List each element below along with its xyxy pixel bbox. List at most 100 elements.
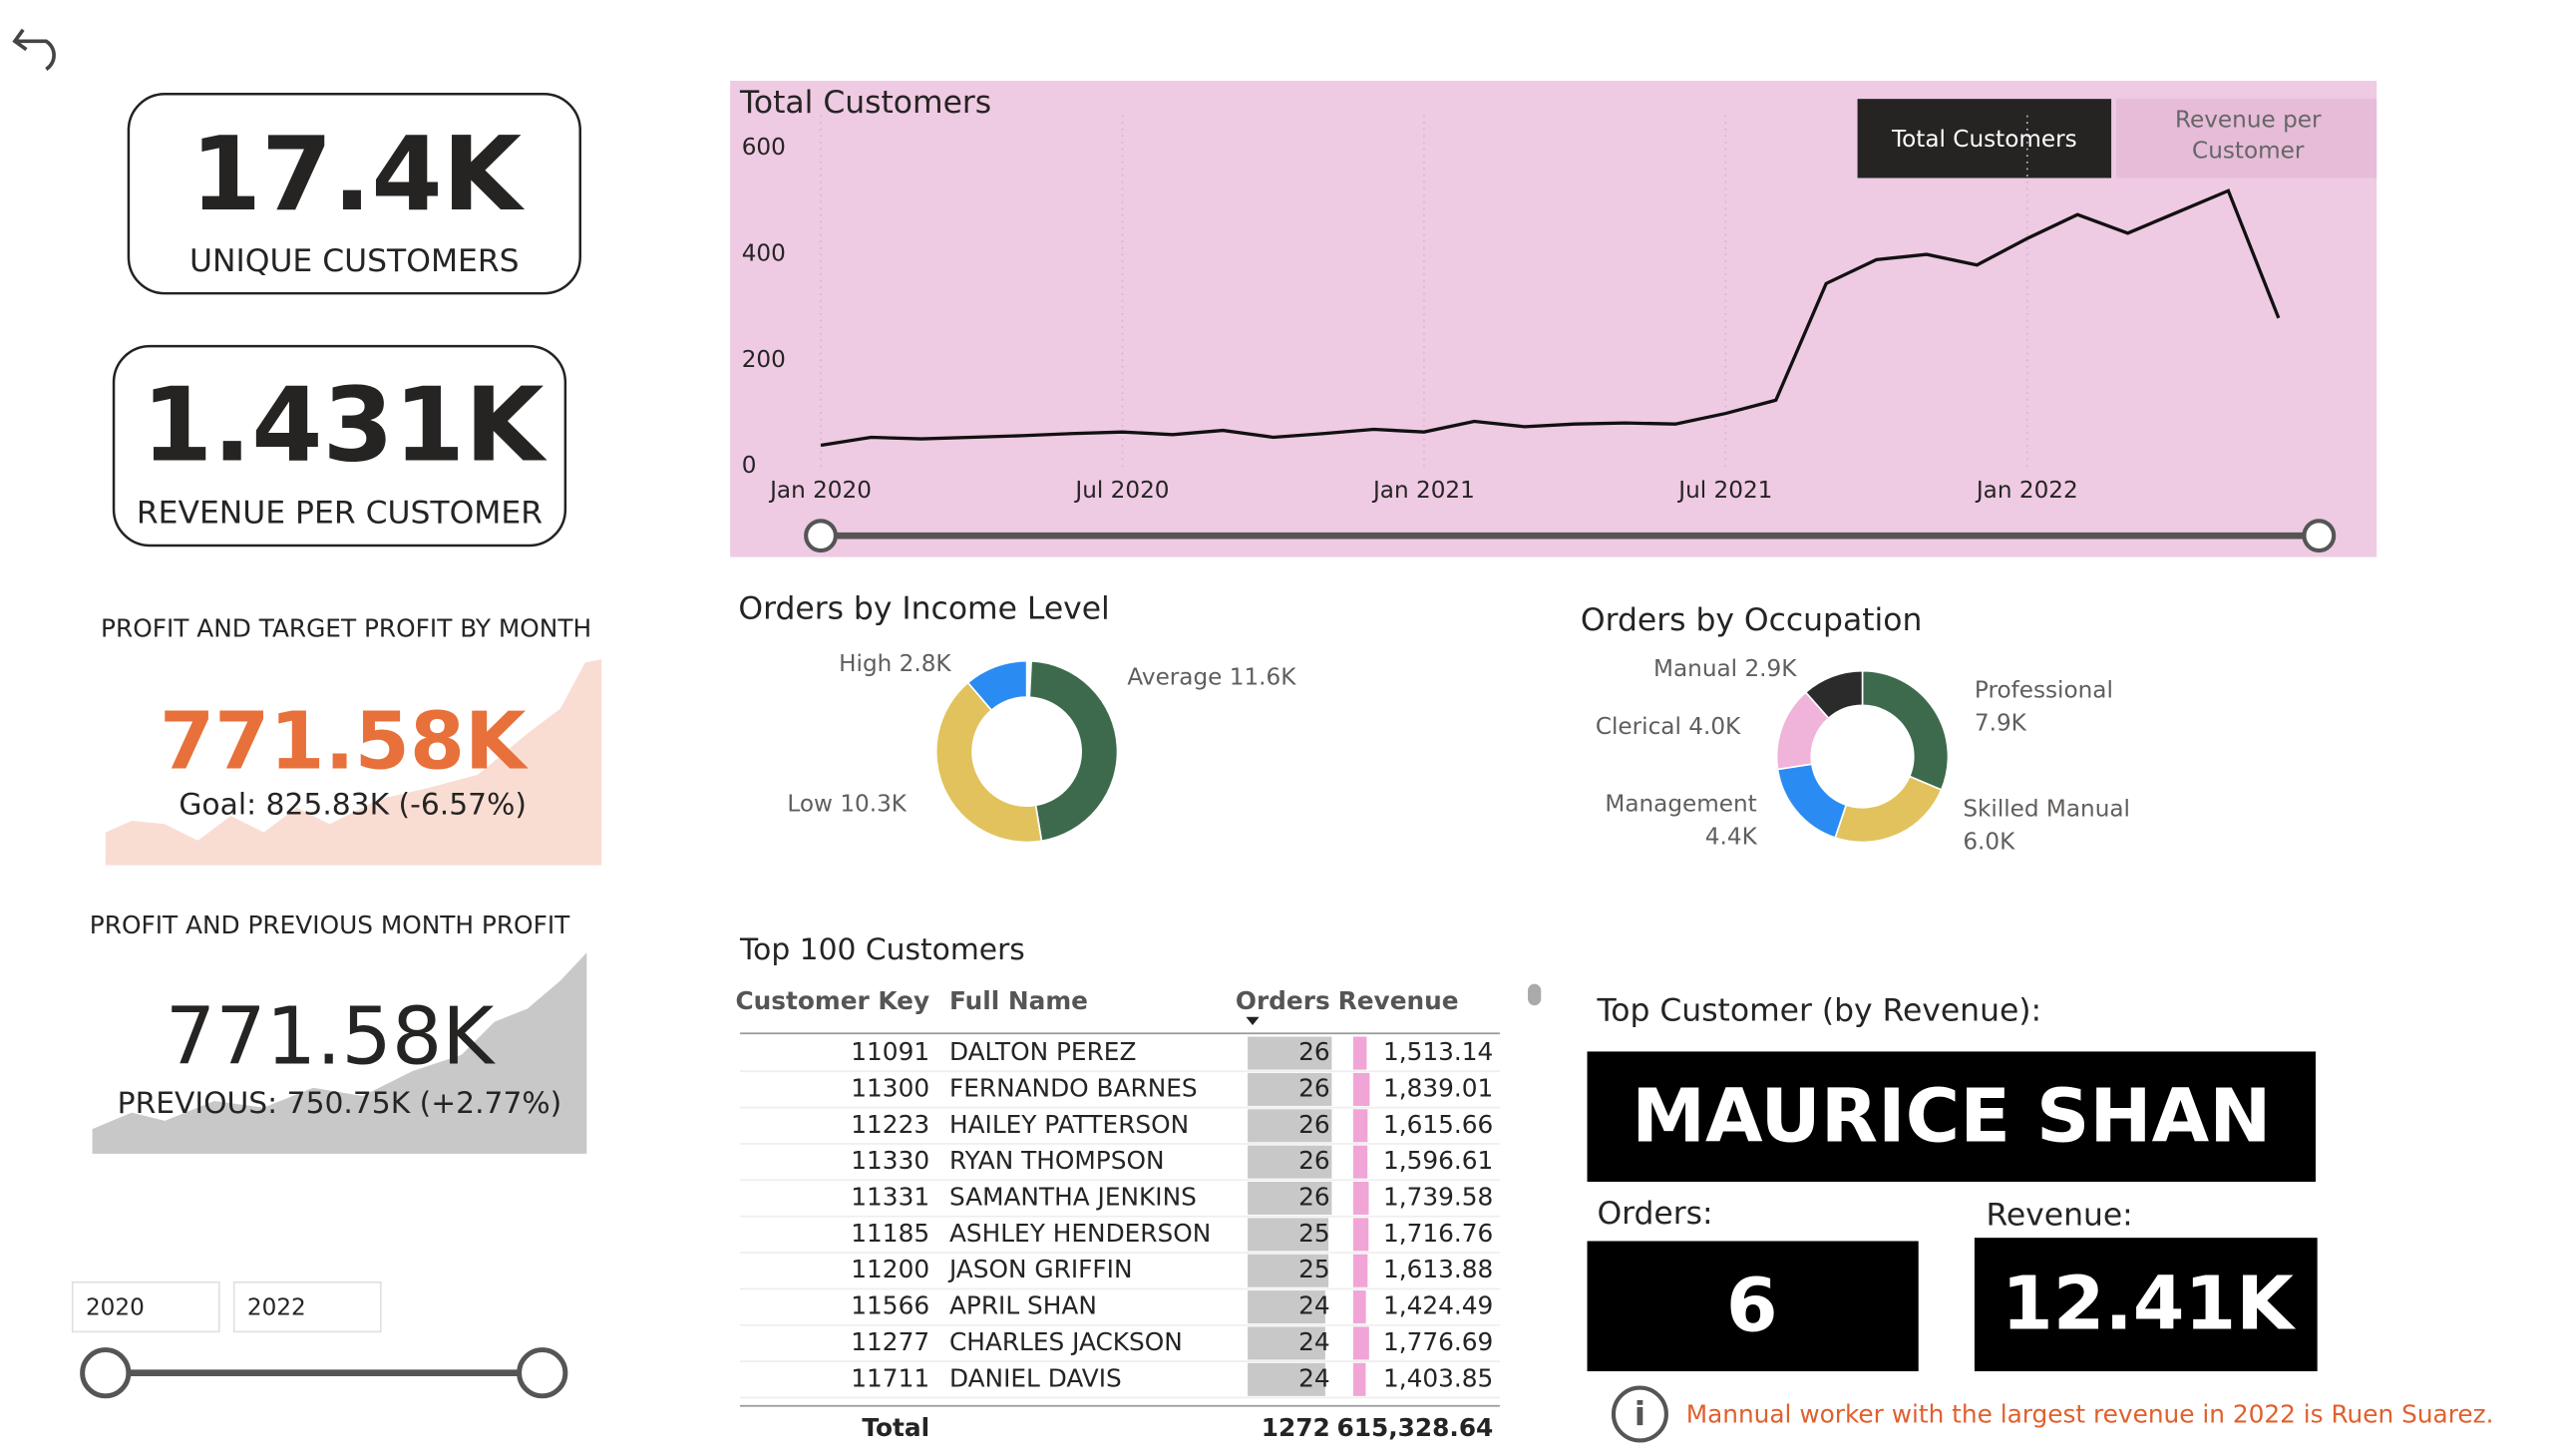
column-header: Customer Key (735, 986, 929, 1015)
cell: 24 (1298, 1363, 1330, 1392)
top-name: MAURICE SHAN (1632, 1072, 2271, 1159)
slider-handle[interactable] (80, 1347, 132, 1399)
toggle-button[interactable] (2116, 99, 2377, 179)
revenue-databar (1352, 1254, 1368, 1287)
button-label-box: Revenue per Customer (2174, 107, 2322, 166)
revenue-databar (1352, 1326, 1369, 1360)
cell: 1,615.66 (1383, 1110, 1493, 1139)
y-tick-label: 0 (742, 453, 757, 479)
range-handle[interactable] (2302, 519, 2337, 553)
donut-label: Management 4.4K (1605, 791, 1757, 850)
column-header: Full Name (949, 986, 1088, 1015)
orders-databar (1248, 1072, 1332, 1106)
slider-handle[interactable] (517, 1347, 568, 1399)
cell: 26 (1298, 1073, 1330, 1102)
cell: 24 (1298, 1291, 1330, 1320)
cell: 25 (1298, 1255, 1330, 1283)
cell: CHARLES JACKSON (949, 1327, 1183, 1356)
orders-databar (1248, 1181, 1332, 1216)
y-tick-label: 200 (742, 347, 786, 373)
donut-slice (1804, 669, 1864, 720)
cell: APRIL SHAN (949, 1291, 1097, 1320)
donut-slice (966, 659, 1028, 712)
cell: 11566 (851, 1291, 929, 1320)
chart-title: Total Customers (739, 85, 991, 121)
revenue-value: 12.41K (2002, 1261, 2296, 1347)
orders-databar (1248, 1290, 1325, 1324)
x-tick-label: Jan 2021 (1371, 478, 1475, 504)
cell: DANIEL DAVIS (949, 1363, 1122, 1392)
cell: 1,403.85 (1383, 1363, 1493, 1392)
card-value: 1.431K (142, 366, 547, 485)
revenue-label: Revenue: (1986, 1198, 2132, 1234)
button-label: Revenue per Customer (2174, 107, 2322, 166)
cell: JASON GRIFFIN (947, 1255, 1133, 1283)
x-tick-label: Jan 2022 (1975, 478, 2078, 504)
table-title: Top 100 Customers (739, 932, 1025, 967)
cell: 26 (1298, 1146, 1330, 1175)
line-series (820, 188, 2281, 448)
toggle-button[interactable] (1857, 99, 2112, 179)
donut-label: Low 10.3K (787, 791, 907, 817)
orders-value: 6 (1726, 1262, 1778, 1348)
cell: SAMANTHA JENKINS (949, 1183, 1197, 1212)
slicer-input[interactable] (232, 1280, 382, 1333)
y-tick-label: 400 (742, 241, 786, 267)
orders-databar (1248, 1218, 1329, 1252)
card (127, 92, 581, 295)
orders-databar (1248, 1362, 1325, 1396)
cell: 11200 (851, 1255, 929, 1283)
donut-label-name: Low (787, 791, 833, 817)
kpi-value: 771.58K (166, 989, 497, 1082)
donut-label-name: Clerical (1596, 713, 1681, 739)
orders-databar (1248, 1326, 1325, 1360)
total-orders: 1272 (1262, 1413, 1330, 1442)
scrollbar[interactable] (1528, 983, 1542, 1006)
cell: 11330 (851, 1146, 929, 1175)
donut-label-value: 4.0K (1688, 713, 1741, 739)
donut-label-name: Management (1605, 791, 1756, 817)
chart-title: Orders by Income Level (738, 591, 1109, 627)
donut-label: Manual 2.9K (1653, 655, 1797, 681)
revenue-databar (1352, 1362, 1366, 1396)
revenue-box (1974, 1238, 2318, 1372)
cell: 1,513.14 (1383, 1037, 1493, 1066)
revenue-databar (1352, 1181, 1369, 1216)
range-handle[interactable] (804, 519, 838, 553)
back-button[interactable] (12, 28, 56, 71)
slicer-input[interactable] (71, 1280, 220, 1333)
column-header: Orders (1236, 986, 1330, 1015)
cell: 1,716.76 (1383, 1219, 1493, 1248)
name-box (1587, 1051, 2317, 1182)
donut-label-value: 2.8K (900, 651, 952, 677)
donut-label-name: Manual (1653, 655, 1737, 681)
cell: 1,424.49 (1383, 1291, 1493, 1320)
sort-icon[interactable] (1246, 1016, 1260, 1025)
donut-slice (934, 681, 1043, 844)
donut-label-name: Skilled Manual (1963, 796, 2130, 822)
cell: 11300 (851, 1073, 929, 1102)
donut-slice (1861, 669, 1950, 792)
slicer-from: 2020 (86, 1295, 145, 1321)
column-header: Revenue (1338, 986, 1459, 1015)
cell: RYAN THOMPSON (949, 1146, 1165, 1175)
orders-label: Orders: (1597, 1196, 1712, 1232)
donut-slice (1028, 659, 1119, 843)
donut-label-name: Average (1127, 664, 1222, 690)
cell: 1,613.88 (1383, 1255, 1493, 1283)
cell: 11185 (851, 1219, 929, 1248)
revenue-databar (1352, 1290, 1366, 1324)
kpi-title: PROFIT AND PREVIOUS MONTH PROFIT (90, 910, 570, 939)
note: Mannual worker with the largest revenue … (1686, 1400, 2494, 1429)
cell: 11331 (851, 1183, 929, 1212)
info-icon[interactable] (1611, 1385, 1668, 1443)
cell: 1,739.58 (1383, 1183, 1493, 1212)
kpi-sparkline (105, 659, 602, 866)
donut-label: Clerical 4.0K (1596, 713, 1741, 739)
donut-label-value: 6.0K (1963, 829, 2015, 855)
revenue-databar (1352, 1145, 1368, 1179)
x-tick-label: Jan 2020 (768, 478, 872, 504)
cell: 26 (1298, 1110, 1330, 1139)
revenue-databar (1352, 1218, 1369, 1252)
